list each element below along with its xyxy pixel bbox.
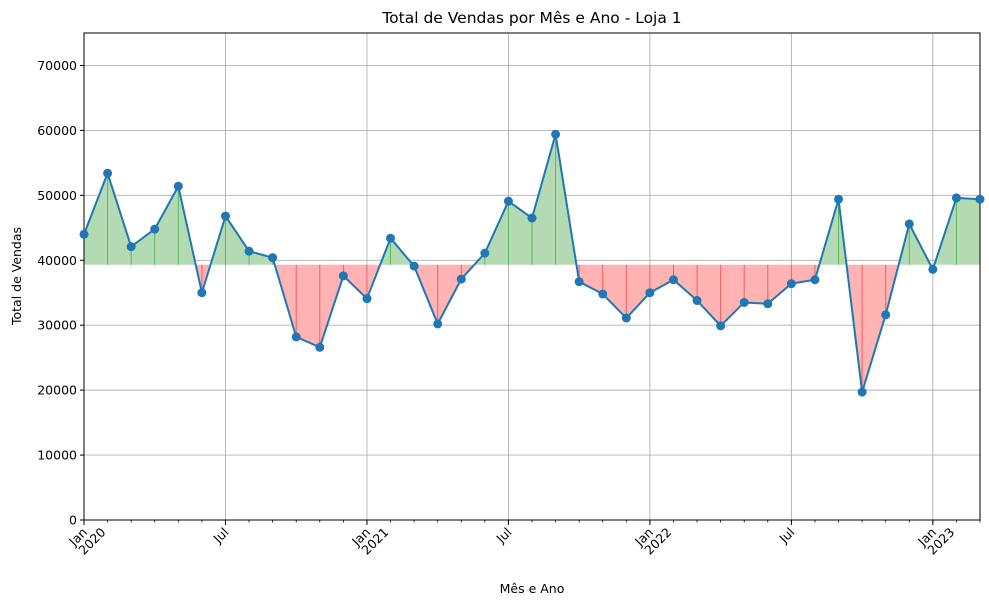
x-tick-label: Jul xyxy=(776,525,798,547)
data-point xyxy=(621,313,631,323)
data-point xyxy=(716,321,726,331)
x-tick-label: Jul xyxy=(493,525,515,547)
fill-above-baseline xyxy=(107,173,132,265)
data-point xyxy=(951,193,961,203)
data-point xyxy=(268,253,278,263)
data-point xyxy=(739,297,749,307)
fill-below-baseline xyxy=(767,264,792,304)
fill-above-baseline xyxy=(131,229,155,265)
data-point xyxy=(456,274,466,284)
data-point xyxy=(79,229,89,239)
fill-below-baseline xyxy=(744,264,768,304)
data-point xyxy=(244,246,254,256)
fill-below-baseline xyxy=(649,264,674,293)
data-point xyxy=(315,342,325,352)
data-point xyxy=(668,275,678,285)
x-axis-label: Mês e Ano xyxy=(500,581,565,596)
y-tick-label: 40000 xyxy=(37,253,77,268)
data-point xyxy=(503,196,513,206)
data-point xyxy=(786,279,796,289)
y-tick-label: 20000 xyxy=(37,383,77,398)
x-tick-label: Jul xyxy=(210,525,232,547)
plot-frame xyxy=(83,32,981,521)
data-point xyxy=(338,271,348,281)
data-point xyxy=(881,310,891,320)
y-tick-label: 10000 xyxy=(37,448,77,463)
data-point xyxy=(692,296,702,306)
data-point xyxy=(645,288,655,298)
x-tick-label: Jan2021 xyxy=(348,515,391,558)
x-tick-label: Jan2023 xyxy=(914,515,957,558)
x-tick-label-month: Jul xyxy=(210,525,232,547)
fill-below-baseline xyxy=(791,264,815,284)
fill-above-baseline xyxy=(225,216,250,265)
y-tick-label: 70000 xyxy=(37,58,77,73)
plot-area: 0 10000 20000 30000 40000 50000 60000 70000 Jan2… xyxy=(37,32,985,558)
data-point xyxy=(810,275,820,285)
data-point xyxy=(857,387,867,397)
x-tick-label: Jan2022 xyxy=(631,515,674,558)
fill-above-baseline xyxy=(508,201,532,265)
data-point xyxy=(386,233,396,243)
data-point xyxy=(220,211,230,221)
fill-below-baseline xyxy=(862,264,886,393)
fill-below-baseline xyxy=(720,264,745,326)
data-point xyxy=(904,219,914,229)
data-point xyxy=(150,224,160,234)
fill-above-baseline xyxy=(956,197,980,265)
data-point xyxy=(480,248,490,258)
x-tick-label-month: Jul xyxy=(493,525,515,547)
fill-above-baseline xyxy=(484,201,509,265)
fill-above-baseline xyxy=(84,173,108,265)
data-point xyxy=(834,194,844,204)
data-point xyxy=(409,261,419,271)
fill-below-baseline xyxy=(697,264,721,326)
data-point xyxy=(103,168,113,178)
data-point xyxy=(574,277,584,287)
fill-below-baseline xyxy=(626,264,650,319)
chart-title: Total de Vendas por Mês e Ano - Loja 1 xyxy=(381,9,681,27)
data-point xyxy=(291,332,301,342)
data-point xyxy=(598,289,608,299)
data-point xyxy=(527,213,537,223)
y-axis-label: Total de Vendas xyxy=(9,227,24,326)
fill-above-baseline xyxy=(249,251,273,265)
fill-below-baseline xyxy=(602,264,627,319)
data-point xyxy=(763,299,773,309)
fill-below-baseline xyxy=(343,264,367,299)
y-tick-label: 30000 xyxy=(37,318,77,333)
y-tick-label: 0 xyxy=(69,513,77,528)
fill-above-baseline xyxy=(154,186,179,265)
data-point xyxy=(362,294,372,304)
data-point xyxy=(975,194,985,204)
data-point xyxy=(126,242,136,252)
data-point xyxy=(433,319,443,329)
fill-above-baseline xyxy=(532,134,556,265)
fill-below-baseline xyxy=(437,264,462,324)
data-point xyxy=(551,129,561,139)
y-tick-label: 60000 xyxy=(37,123,77,138)
data-point xyxy=(173,181,183,191)
fill-below-baseline xyxy=(673,264,698,301)
fill-below-baseline xyxy=(579,264,603,295)
y-tick-label: 50000 xyxy=(37,188,77,203)
x-tick-label-month: Jul xyxy=(776,525,798,547)
fill-below-baseline xyxy=(296,264,320,348)
data-point xyxy=(197,288,207,298)
data-point xyxy=(928,264,938,274)
